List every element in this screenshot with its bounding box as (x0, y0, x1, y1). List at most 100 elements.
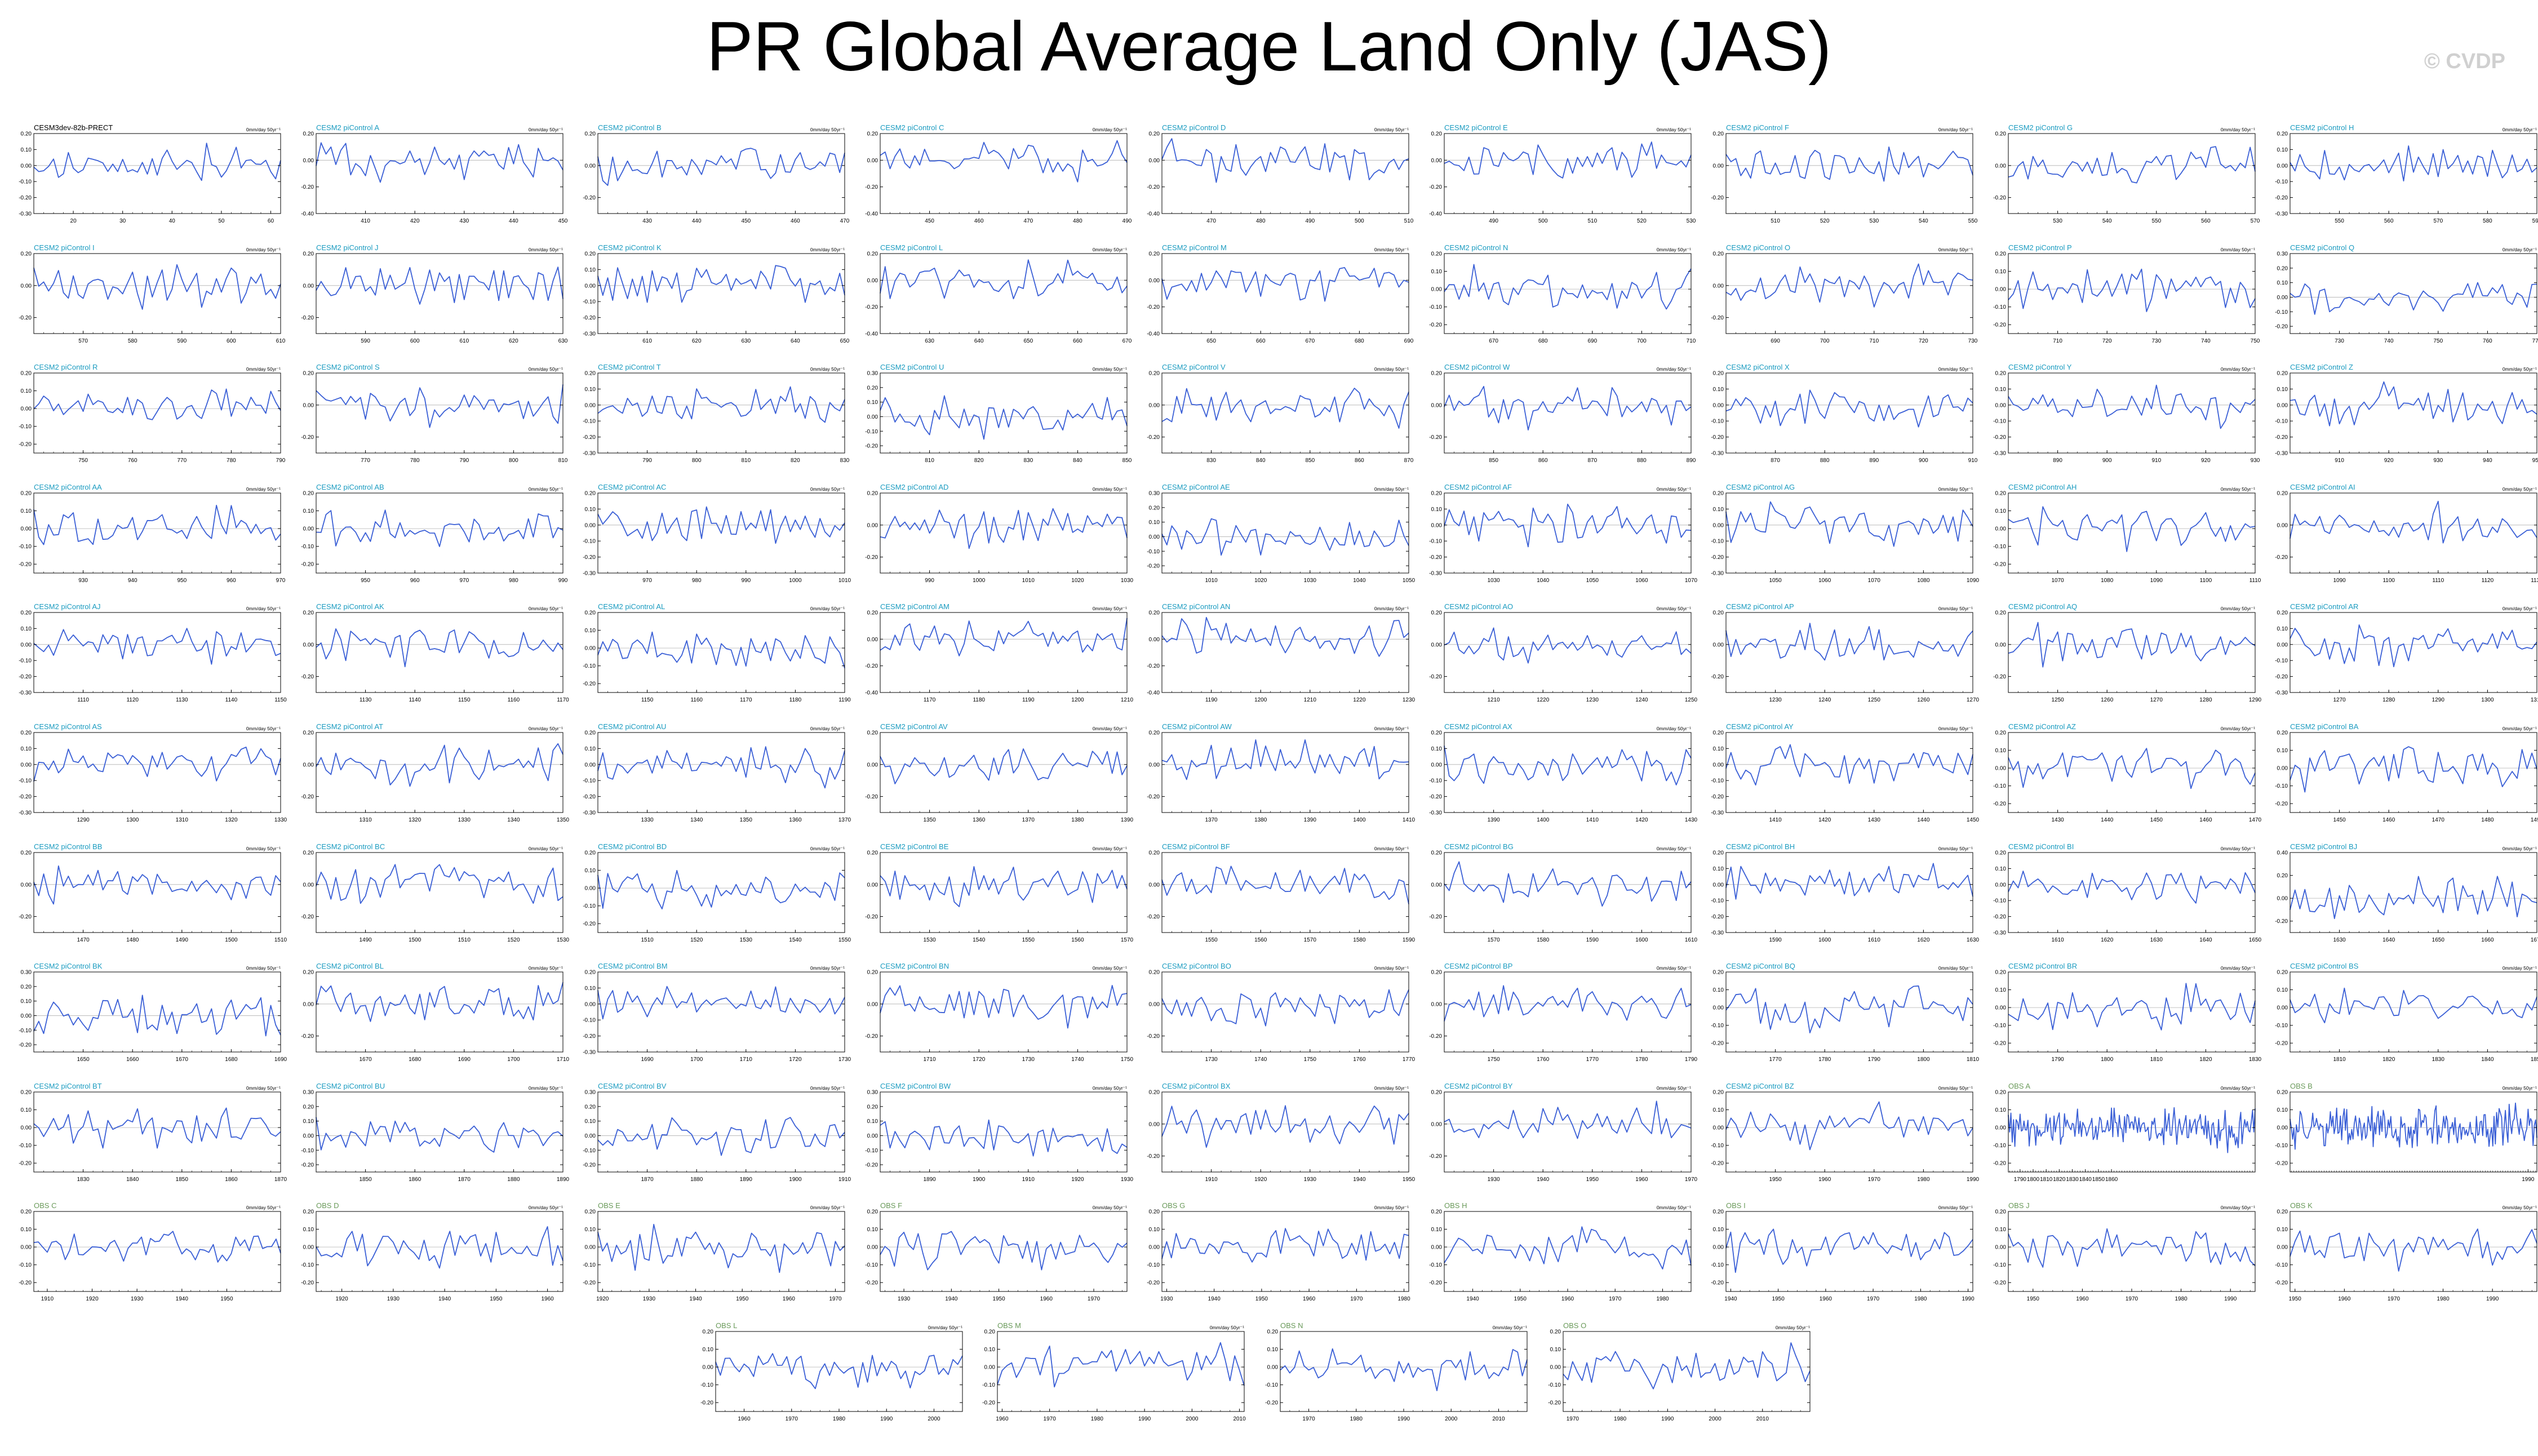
y-tick-label: 0.10 (1995, 387, 2006, 393)
plot-frame (316, 1211, 563, 1292)
y-tick-label: -0.10 (1711, 778, 1724, 784)
y-tick-label: -0.30 (1993, 930, 2006, 936)
units-label: 0mm/day 50yr⁻¹ (1092, 1205, 1126, 1210)
y-tick-label: 0.20 (2277, 265, 2288, 272)
y-tick-label: -0.20 (1711, 554, 1724, 561)
y-tick-label: -0.20 (865, 304, 878, 310)
units-label: 0mm/day 50yr⁻¹ (810, 846, 845, 851)
x-tick-label: 1460 (2199, 817, 2212, 823)
y-tick-label: 0.20 (303, 490, 314, 496)
y-tick-label: 0.20 (21, 850, 32, 856)
x-tick-label: 1330 (458, 817, 471, 823)
panel-svg: CESM2 piControl T 0mm/day 50yr⁻¹ 0.20 0.10 0… (583, 363, 850, 464)
x-tick-label: 1530 (740, 937, 753, 943)
chart-panel: CESM2 piControl AN 0mm/day 50yr⁻¹ 0.20 0.00… (1139, 594, 1421, 712)
series-line (2289, 1102, 2537, 1150)
series-line (2289, 500, 2537, 544)
x-tick-label: 1620 (1917, 937, 1930, 943)
x-tick-label: 1720 (973, 1057, 986, 1063)
units-label: 0mm/day 50yr⁻¹ (810, 486, 845, 492)
x-tick-label: 1830 (2066, 1177, 2079, 1183)
y-tick-label: 0.20 (2277, 610, 2288, 616)
chart-panel: CESM2 piControl BW 0mm/day 50yr⁻¹ 0.30 0.20… (858, 1074, 1139, 1191)
series-line (597, 986, 845, 1020)
x-tick-label: 1550 (838, 937, 851, 943)
x-tick-label: 1490 (2531, 817, 2538, 823)
y-tick-label: -0.20 (865, 184, 878, 190)
x-tick-label: 570 (78, 338, 88, 344)
x-tick-label: 1820 (2199, 1057, 2212, 1063)
x-tick-label: 1620 (2101, 937, 2114, 943)
x-tick-label: 610 (276, 338, 286, 344)
x-tick-label: 660 (1256, 338, 1266, 344)
x-tick-label: 1940 (438, 1296, 451, 1302)
plot-frame (1444, 133, 1691, 214)
panel-title: CESM2 piControl BT (34, 1082, 102, 1090)
y-tick-label: 0.20 (867, 251, 878, 257)
y-tick-label: -0.20 (583, 1162, 596, 1168)
y-tick-label: 0.00 (585, 283, 596, 289)
y-tick-label: 0.00 (1431, 642, 1442, 649)
y-tick-label: 0.20 (1995, 371, 2006, 377)
y-tick-label: 0.00 (303, 158, 314, 164)
plot-frame (316, 732, 563, 813)
plot-frame (2008, 492, 2255, 574)
chart-panel: CESM2 piControl I 0mm/day 50yr⁻¹ 0.20 0.00 -… (11, 236, 293, 353)
y-tick-label: 0.30 (2277, 251, 2288, 257)
y-tick-label: 0.30 (303, 1089, 314, 1095)
x-tick-label: 520 (1637, 218, 1647, 224)
y-tick-label: -0.10 (1429, 778, 1442, 784)
units-label: 0mm/day 50yr⁻¹ (2220, 1085, 2255, 1091)
y-tick-label: -0.40 (1429, 211, 1442, 217)
plot-frame (1161, 253, 1409, 334)
x-tick-label: 1830 (2432, 1057, 2445, 1063)
series-line (33, 1107, 281, 1149)
y-tick-label: 0.20 (21, 131, 32, 137)
x-tick-label: 870 (1587, 458, 1597, 464)
plot-frame (316, 492, 563, 574)
y-tick-label: 0.00 (303, 1245, 314, 1251)
x-tick-label: 30 (119, 218, 126, 224)
x-tick-label: 1440 (1917, 817, 1930, 823)
y-tick-label: -0.10 (1993, 898, 2006, 904)
y-tick-label: -0.20 (865, 554, 878, 561)
y-tick-label: 0.00 (2277, 1125, 2288, 1131)
panel-title: CESM2 piControl BW (880, 1082, 951, 1090)
y-tick-label: -0.20 (1711, 1041, 1724, 1047)
y-tick-label: -0.20 (583, 315, 596, 321)
x-tick-label: 1960 (1303, 1296, 1316, 1302)
units-label: 0mm/day 50yr⁻¹ (2220, 726, 2255, 731)
x-tick-label: 1950 (736, 1296, 749, 1302)
y-tick-label: -0.10 (19, 424, 32, 430)
y-tick-label: 0.00 (1995, 402, 2006, 409)
x-tick-label: 1610 (1868, 937, 1881, 943)
chart-panel: CESM2 piControl BF 0mm/day 50yr⁻¹ 0.20 0.00… (1139, 834, 1421, 952)
units-label: 0mm/day 50yr⁻¹ (810, 366, 845, 372)
plot-frame (880, 852, 1127, 933)
series-line (1725, 1101, 1973, 1151)
x-tick-label: 1650 (2432, 937, 2445, 943)
x-tick-label: 1930 (643, 1296, 656, 1302)
x-tick-label: 1170 (557, 697, 569, 703)
y-tick-label: -0.20 (2275, 323, 2288, 330)
panel-svg: OBS B 0mm/day 50yr⁻¹ 0.20 0.10 0.00 -0.10 -0.2… (2275, 1082, 2537, 1183)
y-tick-label: -0.30 (583, 1050, 596, 1056)
y-tick-label: 0.20 (1431, 1089, 1442, 1095)
y-tick-label: 0.10 (1431, 269, 1442, 275)
chart-panel: CESM2 piControl V 0mm/day 50yr⁻¹ 0.20 0.00 -… (1139, 355, 1421, 472)
y-tick-label: -0.20 (1993, 434, 2006, 441)
x-tick-label: 1810 (2150, 1057, 2163, 1063)
panel-title: CESM2 piControl AC (598, 483, 666, 491)
x-tick-label: 670 (1122, 338, 1132, 344)
y-tick-label: 0.00 (1149, 534, 1160, 540)
x-tick-label: 610 (459, 338, 469, 344)
x-tick-label: 780 (227, 458, 236, 464)
x-tick-label: 1580 (1537, 937, 1550, 943)
x-tick-label: 1530 (556, 937, 569, 943)
x-tick-label: 20 (70, 218, 77, 224)
panel-title: CESM2 piControl BB (34, 842, 102, 851)
x-tick-label: 1570 (1487, 937, 1500, 943)
chart-panel: CESM2 piControl AJ 0mm/day 50yr⁻¹ 0.20 0.10… (11, 594, 293, 712)
x-tick-label: 450 (558, 218, 567, 224)
plot-frame (1444, 732, 1691, 813)
